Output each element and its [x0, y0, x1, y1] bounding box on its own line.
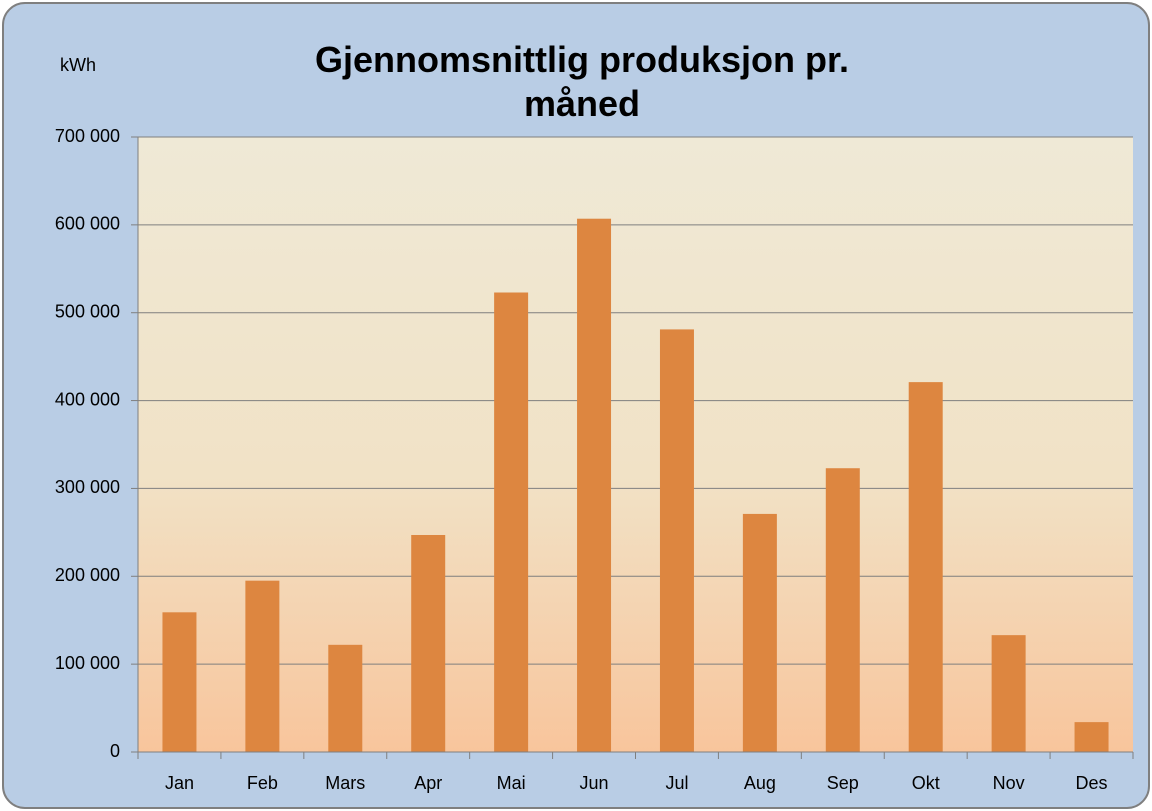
- x-tick-label: Jun: [580, 773, 609, 793]
- y-tick-label: 100 000: [55, 653, 120, 673]
- y-axis-label: kWh: [60, 55, 96, 75]
- bar: [908, 382, 943, 752]
- bar: [577, 218, 612, 752]
- bar: [162, 612, 197, 752]
- x-tick-label: Jul: [665, 773, 688, 793]
- x-tick-label: Des: [1076, 773, 1108, 793]
- x-tick-label: Jan: [165, 773, 194, 793]
- x-tick-label: Feb: [247, 773, 278, 793]
- x-tick-label: Mars: [325, 773, 365, 793]
- x-tick-label: Sep: [827, 773, 859, 793]
- y-tick-label: 700 000: [55, 126, 120, 146]
- x-tick-label: Aug: [744, 773, 776, 793]
- bar: [328, 644, 363, 752]
- bar: [991, 635, 1026, 752]
- x-tick-label: Nov: [993, 773, 1025, 793]
- x-tick-label: Okt: [912, 773, 940, 793]
- chart-title: Gjennomsnittlig produksjon pr. måned: [314, 39, 849, 124]
- bar: [1074, 722, 1109, 752]
- bar: [659, 329, 694, 752]
- bar: [825, 468, 860, 752]
- y-tick-label: 500 000: [55, 301, 120, 321]
- bar: [411, 534, 446, 752]
- y-tick-label: 0: [110, 741, 120, 761]
- bar: [494, 292, 529, 752]
- y-tick-label: 200 000: [55, 565, 120, 585]
- x-tick-label: Mai: [497, 773, 526, 793]
- y-tick-label: 300 000: [55, 477, 120, 497]
- bar: [245, 580, 280, 752]
- plot-area: [138, 137, 1133, 752]
- bar: [742, 513, 777, 752]
- y-tick-label: 400 000: [55, 389, 120, 409]
- x-tick-label: Apr: [414, 773, 442, 793]
- y-tick-label: 600 000: [55, 214, 120, 234]
